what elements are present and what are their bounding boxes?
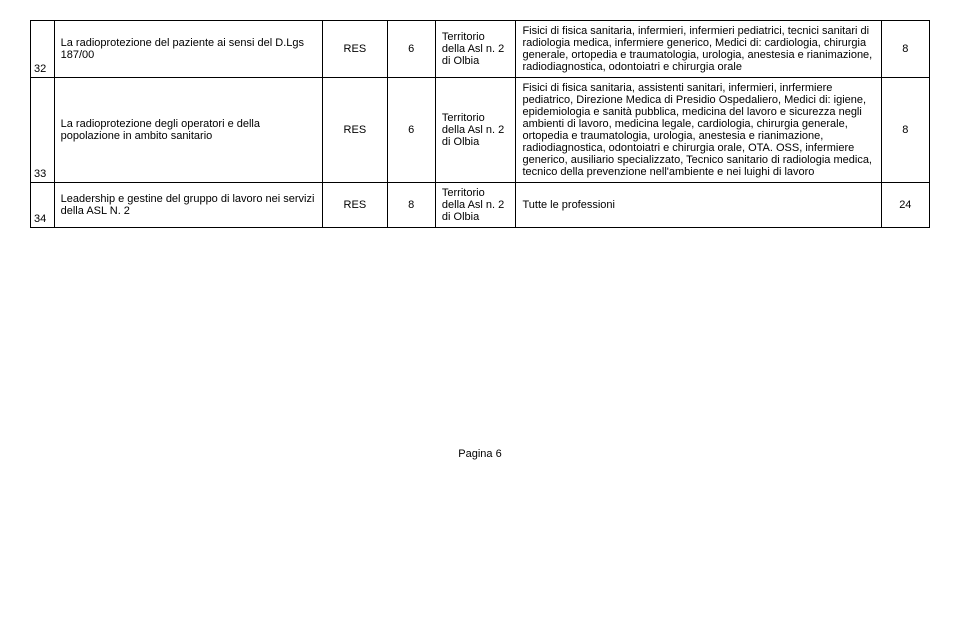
table-row: 34 Leadership e gestine del gruppo di la… bbox=[31, 183, 930, 228]
description: Tutte le professioni bbox=[516, 183, 881, 228]
row-number: 32 bbox=[31, 21, 55, 78]
course-code: RES bbox=[323, 78, 387, 183]
table-row: 32 La radioprotezione del paziente ai se… bbox=[31, 21, 930, 78]
course-qty: 8 bbox=[387, 183, 435, 228]
row-number: 34 bbox=[31, 183, 55, 228]
course-title: Leadership e gestine del gruppo di lavor… bbox=[54, 183, 323, 228]
course-qty: 6 bbox=[387, 21, 435, 78]
points: 8 bbox=[881, 21, 929, 78]
description: Fisici di fisica sanitaria, assistenti s… bbox=[516, 78, 881, 183]
description: Fisici di fisica sanitaria, infermieri, … bbox=[516, 21, 881, 78]
course-table: 32 La radioprotezione del paziente ai se… bbox=[30, 20, 930, 228]
course-title: La radioprotezione degli operatori e del… bbox=[54, 78, 323, 183]
page-footer: Pagina 6 bbox=[30, 448, 930, 460]
territory: Territorio della Asl n. 2 di Olbia bbox=[435, 21, 516, 78]
course-code: RES bbox=[323, 183, 387, 228]
table-row: 33 La radioprotezione degli operatori e … bbox=[31, 78, 930, 183]
points: 24 bbox=[881, 183, 929, 228]
course-code: RES bbox=[323, 21, 387, 78]
territory: Territorio della Asl n. 2 di Olbia bbox=[435, 183, 516, 228]
course-title: La radioprotezione del paziente ai sensi… bbox=[54, 21, 323, 78]
points: 8 bbox=[881, 78, 929, 183]
course-qty: 6 bbox=[387, 78, 435, 183]
row-number: 33 bbox=[31, 78, 55, 183]
territory: Territorio della Asl n. 2 di Olbia bbox=[435, 78, 516, 183]
